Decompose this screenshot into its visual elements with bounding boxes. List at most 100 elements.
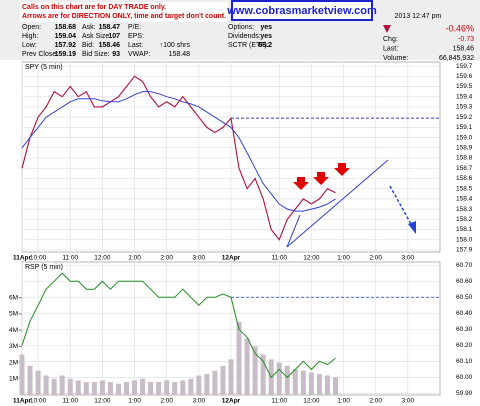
y-tick-label: 158.7 [456, 165, 473, 172]
x-tick-label: 3:00 [193, 255, 206, 262]
volume-bar [188, 378, 194, 395]
field-label: Bid: [82, 42, 94, 49]
field-value: 158.47 [99, 24, 121, 31]
y2-tick-label: 6M [9, 294, 18, 301]
volume-bar [292, 369, 298, 395]
y-tick-label: 60.70 [456, 262, 473, 269]
x-tick-label: 11:00 [271, 398, 287, 405]
y-tick-label: 158.3 [456, 206, 473, 213]
volume-bar [172, 382, 178, 395]
volume-bar [244, 338, 250, 395]
volume-bar [99, 380, 105, 395]
volume-bar [308, 372, 314, 395]
x-tick-label: 2:00 [369, 255, 382, 262]
volume-bar [324, 375, 330, 395]
volume-bar [140, 378, 146, 395]
volume-bar [228, 359, 234, 395]
field-value: 66,845,932 [439, 55, 474, 62]
y2-tick-label: 1M [9, 375, 18, 382]
volume-bar [180, 380, 186, 395]
field-label: SCTR (ETF): [228, 42, 269, 49]
volume-bar [284, 365, 290, 395]
x-tick-label: 10:00 [30, 255, 47, 262]
volume-bar [236, 322, 242, 395]
down-arrow [383, 25, 391, 33]
x-tick-label: 3:00 [193, 398, 206, 405]
y-tick-label: 159.6 [456, 73, 473, 80]
y-tick-label: 159.4 [456, 93, 473, 100]
notice: Arrows are for DIRECTION ONLY, time and … [22, 13, 226, 20]
field-label: Low: [22, 42, 37, 49]
x-tick-label: 11:00 [62, 398, 78, 405]
y-tick-label: 158.8 [456, 155, 473, 162]
x-tick-label: 12:00 [303, 255, 320, 262]
x-tick-label: 3:00 [402, 255, 415, 262]
x-tick-label: 1:00 [337, 255, 350, 262]
timestamp: 2013 12:47 pm [395, 13, 442, 20]
volume-bar [252, 346, 258, 395]
y2-tick-label: 5M [9, 311, 18, 318]
volume-bar [164, 380, 170, 395]
x-tick-label: 2:00 [160, 398, 173, 405]
x-tick-label: 12:00 [94, 255, 111, 262]
direction-arrow [389, 185, 413, 227]
y2-tick-label: 3M [9, 343, 18, 350]
field-value: 66.2 [258, 42, 272, 49]
volume-bar [316, 373, 322, 395]
y-tick-label: 60.30 [456, 326, 473, 333]
volume-bar [67, 378, 73, 395]
field-label: Options: [228, 24, 254, 31]
field-value: 93 [112, 51, 120, 58]
volume-bar [91, 382, 97, 395]
y-tick-label: 157.9 [456, 247, 473, 254]
volume-bar [51, 378, 57, 395]
volume-bar [75, 380, 81, 395]
y-tick-label: 159.7 [456, 63, 473, 70]
field-label: EPS: [128, 33, 144, 40]
y-tick-label: 158.0 [456, 236, 473, 243]
y-tick-label: 159.1 [456, 124, 473, 131]
panel-title: SPY (5 min) [25, 64, 63, 71]
x-tick-label: 11Apr [13, 255, 32, 262]
arrow-down [334, 163, 350, 176]
y-tick-label: 60.10 [456, 358, 473, 365]
plots: 157.9 158.0 158.1 158.2 158.3 158.4 158.5 158.6… [9, 61, 473, 405]
x-tick-label: 2:00 [160, 255, 173, 262]
volume-bar [43, 375, 49, 395]
site: www.cobrasmarketview.com [226, 5, 377, 17]
x-tick-label: 1:00 [128, 398, 141, 405]
y-tick-label: 159.0 [456, 134, 473, 141]
y-tick-label: 60.60 [456, 278, 473, 285]
x-tick-label: 1:00 [128, 255, 141, 262]
volume-bar [333, 377, 338, 395]
panel-title: RSP (5 min) [25, 264, 63, 271]
field-label: Volume: [383, 55, 408, 62]
field-value: yes [260, 33, 272, 40]
volume-bar [107, 382, 113, 395]
volume-bar [220, 365, 226, 395]
volume-bar [132, 380, 138, 395]
price-line [21, 75, 336, 241]
change-pct: -0.46% [445, 23, 474, 33]
field-value: ↑100 shrs [160, 42, 191, 49]
y-tick-label: 158.1 [456, 226, 473, 233]
y-tick-label: 158.4 [456, 196, 473, 203]
trend-line [286, 159, 389, 248]
x-tick-label: 10:00 [30, 398, 47, 405]
field-label: Ask Size: [82, 33, 111, 40]
field-value: -0.73 [458, 36, 474, 43]
field-value: yes [260, 24, 272, 31]
price-line [21, 272, 336, 379]
volume-bar [124, 382, 129, 395]
trend-line [286, 214, 301, 248]
volume-bar [35, 370, 41, 395]
x-tick-label: 2:00 [369, 398, 382, 405]
field-value: 158.68 [55, 24, 77, 31]
x-tick-label: 11:00 [271, 255, 287, 262]
annotations [286, 159, 416, 248]
field-label: VWAP: [128, 51, 150, 58]
field-value: 158.46 [453, 45, 475, 52]
volume-bar [276, 362, 282, 395]
x-tick-label: 11:00 [62, 255, 78, 262]
x-tick-label: 1:00 [337, 398, 350, 405]
